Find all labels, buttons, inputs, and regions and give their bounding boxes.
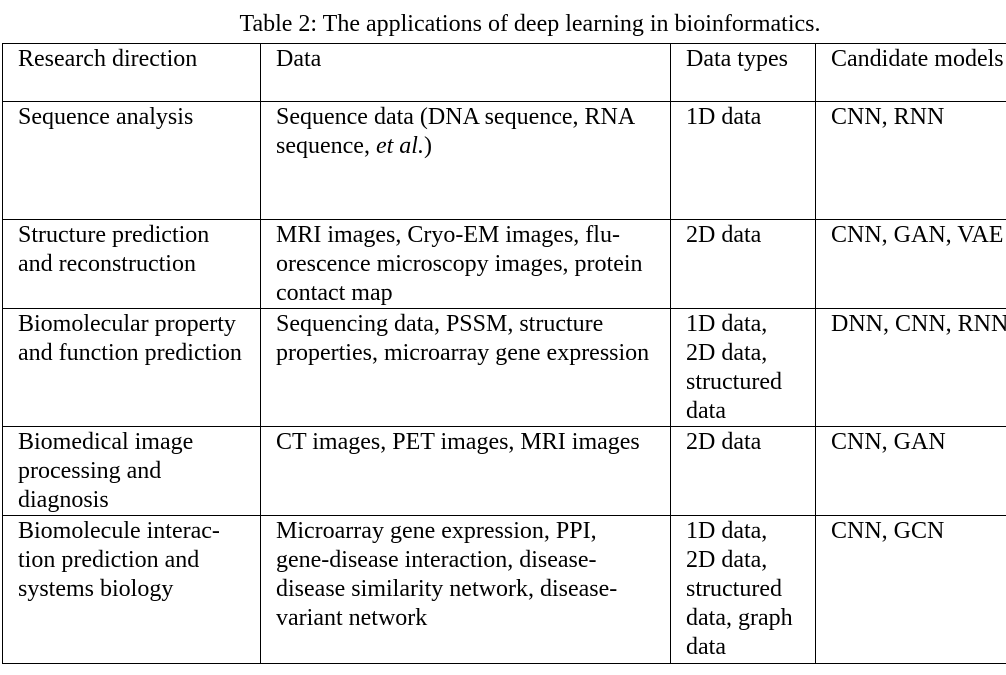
cell-types: 1D data, 2D data, structured data, graph… — [670, 515, 816, 664]
cell-types: 2D data — [670, 426, 816, 516]
cell-data: Microarray gene expression, PPI, gene-di… — [260, 515, 671, 664]
cell-models: DNN, CNN, RNN — [815, 308, 1006, 427]
table-row: Sequence analysis Sequence data (DNA seq… — [2, 101, 1006, 220]
table-row: Biomolecular prop­erty and function pred… — [2, 308, 1006, 427]
cell-direction: Structure prediction and reconstruction — [2, 219, 261, 309]
table-row: Biomedical image processing and diagnosi… — [2, 426, 1006, 516]
cell-direction: Biomedical image processing and diagnosi… — [2, 426, 261, 516]
table-caption: Table 2: The applications of deep learni… — [239, 11, 821, 37]
cell-data: MRI images, Cryo-EM images, flu­orescenc… — [260, 219, 671, 309]
cell-data-text: Sequence data (DNA sequence, RNA sequenc… — [276, 104, 634, 159]
cell-models: CNN, GAN, VAE — [815, 219, 1006, 309]
cell-direction: Sequence analysis — [2, 101, 261, 220]
cell-models: CNN, RNN — [815, 101, 1006, 220]
cell-direction: Biomolecular prop­erty and function pred… — [2, 308, 261, 427]
cell-types: 1D data — [670, 101, 816, 220]
cell-data-text-end: ) — [423, 133, 432, 159]
table-header-row: Research direction Data Data types Candi… — [2, 43, 1006, 102]
cell-types: 1D data, 2D data, structured data — [670, 308, 816, 427]
header-data-types: Data types — [670, 43, 816, 102]
cell-direction: Biomolecule interac­tion prediction and … — [2, 515, 261, 664]
table-row: Structure prediction and reconstruction … — [2, 219, 1006, 309]
cell-data-italic: et al. — [375, 133, 424, 159]
cell-models: CNN, GAN — [815, 426, 1006, 516]
cell-models: CNN, GCN — [815, 515, 1006, 664]
cell-types: 2D data — [670, 219, 816, 309]
cell-data: CT images, PET images, MRI im­ages — [260, 426, 671, 516]
table-row: Biomolecule interac­tion prediction and … — [2, 515, 1006, 664]
cell-data: Sequencing data, PSSM, structure propert… — [260, 308, 671, 427]
applications-table: Research direction Data Data types Candi… — [2, 43, 1006, 664]
header-candidate-models: Candidate models — [815, 43, 1006, 102]
header-research-direction: Research direction — [2, 43, 261, 102]
cell-data: Sequence data (DNA sequence, RNA sequenc… — [260, 101, 671, 220]
header-data: Data — [260, 43, 671, 102]
